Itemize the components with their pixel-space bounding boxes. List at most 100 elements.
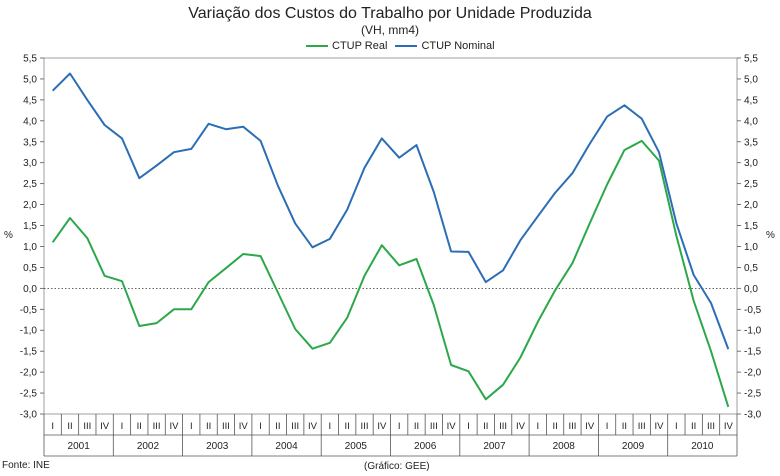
- y-tick-label-left: 5,0: [23, 74, 37, 85]
- y-tick-label-left: -0,5: [20, 305, 38, 316]
- x-year-label: 2003: [206, 441, 229, 452]
- x-year-label: 2001: [68, 441, 91, 452]
- x-quarter-label: I: [51, 421, 54, 432]
- y-tick-label-right: 4,5: [744, 95, 758, 106]
- x-year-label: 2007: [483, 441, 506, 452]
- legend-label-nominal: CTUP Nominal: [421, 40, 495, 52]
- y-tick-label-right: 4,0: [744, 116, 758, 127]
- legend-item-nominal: CTUP Nominal: [395, 40, 495, 52]
- y-tick-label-left: 2,5: [23, 179, 37, 190]
- x-year-label: 2002: [137, 441, 160, 452]
- legend-swatch-nominal: [395, 45, 418, 47]
- x-quarter-label: III: [291, 421, 299, 432]
- x-quarter-label: I: [467, 421, 470, 432]
- y-tick-label-left: 4,0: [23, 116, 37, 127]
- x-quarter-label: IV: [239, 421, 249, 432]
- x-quarter-label: III: [568, 421, 576, 432]
- x-quarter-label: III: [153, 421, 161, 432]
- x-quarter-label: IV: [585, 421, 595, 432]
- x-quarter-label: I: [606, 421, 609, 432]
- y-tick-label-left: 1,0: [23, 242, 37, 253]
- y-tick-label-right: 0,0: [744, 284, 758, 295]
- y-tick-label-right: -1,5: [744, 347, 762, 358]
- y-tick-label-left: 1,5: [23, 221, 37, 232]
- x-year-label: 2006: [414, 441, 437, 452]
- x-quarter-label: III: [707, 421, 715, 432]
- x-quarter-label: II: [483, 421, 488, 432]
- x-quarter-label: II: [67, 421, 72, 432]
- x-quarter-label: III: [222, 421, 230, 432]
- y-tick-label-left: -2,0: [20, 368, 38, 379]
- x-quarter-label: IV: [724, 421, 734, 432]
- x-quarter-label: II: [137, 421, 142, 432]
- x-quarter-label: IV: [308, 421, 318, 432]
- credit-note: (Gráfico: GEE): [364, 461, 430, 472]
- y-tick-label-right: 2,0: [744, 200, 758, 211]
- y-tick-label-right: -3,0: [744, 410, 762, 421]
- series-line-ctup-real: [51, 139, 730, 408]
- x-quarter-label: I: [398, 421, 401, 432]
- x-quarter-label: IV: [516, 421, 526, 432]
- x-quarter-label: III: [499, 421, 507, 432]
- x-quarter-label: I: [190, 421, 193, 432]
- y-tick-label-right: -2,0: [744, 368, 762, 379]
- x-quarter-label: II: [622, 421, 627, 432]
- x-quarter-label: I: [121, 421, 124, 432]
- y-tick-label-right: 5,5: [744, 54, 758, 65]
- x-year-label: 2004: [275, 441, 298, 452]
- y-tick-label-left: 2,0: [23, 200, 37, 211]
- x-quarter-label: IV: [447, 421, 457, 432]
- x-quarter-label: I: [536, 421, 539, 432]
- x-year-label: 2005: [345, 441, 368, 452]
- x-quarter-label: II: [345, 421, 350, 432]
- x-quarter-label: III: [83, 421, 91, 432]
- y-tick-label-left: 3,5: [23, 137, 37, 148]
- y-tick-label-right: 3,0: [744, 158, 758, 169]
- legend-label-real: CTUP Real: [332, 40, 388, 52]
- chart-subtitle: (VH, mm4): [361, 23, 419, 37]
- series-line-ctup-nominal: [51, 72, 730, 350]
- x-quarter-label: II: [275, 421, 280, 432]
- x-quarter-label: I: [329, 421, 332, 432]
- y-tick-label-right: -2,5: [744, 389, 762, 400]
- x-quarter-label: II: [691, 421, 696, 432]
- y-tick-label-right: 3,5: [744, 137, 758, 148]
- chart-title: Variação dos Custos do Trabalho por Unid…: [188, 5, 592, 22]
- x-quarter-label: I: [675, 421, 678, 432]
- y-tick-label-right: 1,5: [744, 221, 758, 232]
- x-quarter-label: III: [361, 421, 369, 432]
- x-quarter-label: IV: [169, 421, 179, 432]
- y-axis-unit-right: %: [766, 230, 775, 241]
- x-quarter-label: II: [414, 421, 419, 432]
- y-tick-label-right: 0,5: [744, 263, 758, 274]
- y-tick-label-left: 0,0: [23, 284, 37, 295]
- x-quarter-label: IV: [655, 421, 665, 432]
- x-quarter-label: IV: [377, 421, 387, 432]
- y-tick-label-left: 3,0: [23, 158, 37, 169]
- y-tick-label-right: -1,0: [744, 326, 762, 337]
- x-quarter-label: IV: [100, 421, 110, 432]
- x-quarter-label: III: [430, 421, 438, 432]
- y-tick-label-left: -3,0: [20, 410, 38, 421]
- x-year-label: 2010: [691, 441, 714, 452]
- y-tick-label-left: -1,0: [20, 326, 38, 337]
- legend-item-real: CTUP Real: [306, 40, 387, 52]
- y-tick-label-right: 1,0: [744, 242, 758, 253]
- x-quarter-label: III: [638, 421, 646, 432]
- source-note: Fonte: INE: [2, 460, 50, 471]
- x-quarter-label: I: [259, 421, 262, 432]
- y-tick-label-right: 5,0: [744, 74, 758, 85]
- y-tick-label-left: -1,5: [20, 347, 38, 358]
- legend: CTUP Real CTUP Nominal: [306, 40, 495, 52]
- legend-swatch-real: [306, 45, 328, 47]
- y-tick-label-right: 2,5: [744, 179, 758, 190]
- y-tick-label-left: 4,5: [23, 95, 37, 106]
- y-axis-unit-left: %: [4, 230, 13, 241]
- y-tick-label-right: -0,5: [744, 305, 762, 316]
- x-year-label: 2009: [622, 441, 645, 452]
- x-quarter-label: II: [552, 421, 557, 432]
- y-tick-label-left: -2,5: [20, 389, 38, 400]
- x-quarter-label: II: [206, 421, 211, 432]
- x-year-label: 2008: [553, 441, 576, 452]
